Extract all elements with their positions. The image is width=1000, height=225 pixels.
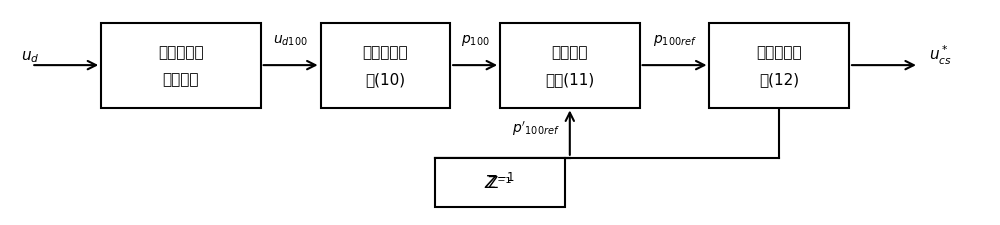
FancyBboxPatch shape xyxy=(500,24,640,108)
FancyBboxPatch shape xyxy=(101,24,261,108)
Text: $u_{d100}$: $u_{d100}$ xyxy=(273,34,308,48)
Text: 功率(11): 功率(11) xyxy=(545,72,594,87)
FancyBboxPatch shape xyxy=(709,24,849,108)
Text: $u^*_{cs}$: $u^*_{cs}$ xyxy=(929,43,952,66)
Text: 里叶分析: 里叶分析 xyxy=(163,72,199,87)
Text: 算(12): 算(12) xyxy=(759,72,799,87)
Text: $p_{100ref}$: $p_{100ref}$ xyxy=(653,33,697,48)
Text: $p_{100}$: $p_{100}$ xyxy=(461,33,489,48)
FancyBboxPatch shape xyxy=(435,158,565,207)
Text: 指令电压计: 指令电压计 xyxy=(756,45,802,60)
Text: 在线滑窗傅: 在线滑窗傅 xyxy=(158,45,204,60)
Text: 更新指令: 更新指令 xyxy=(552,45,588,60)
Text: 脉动功率计: 脉动功率计 xyxy=(363,45,408,60)
Text: $p'_{100ref}$: $p'_{100ref}$ xyxy=(512,119,560,138)
Text: 算(10): 算(10) xyxy=(365,72,405,87)
Text: $Z^{-1}$: $Z^{-1}$ xyxy=(484,173,516,193)
FancyBboxPatch shape xyxy=(320,24,450,108)
Text: Z⁻¹: Z⁻¹ xyxy=(488,175,512,190)
Text: $u_d$: $u_d$ xyxy=(21,49,40,65)
